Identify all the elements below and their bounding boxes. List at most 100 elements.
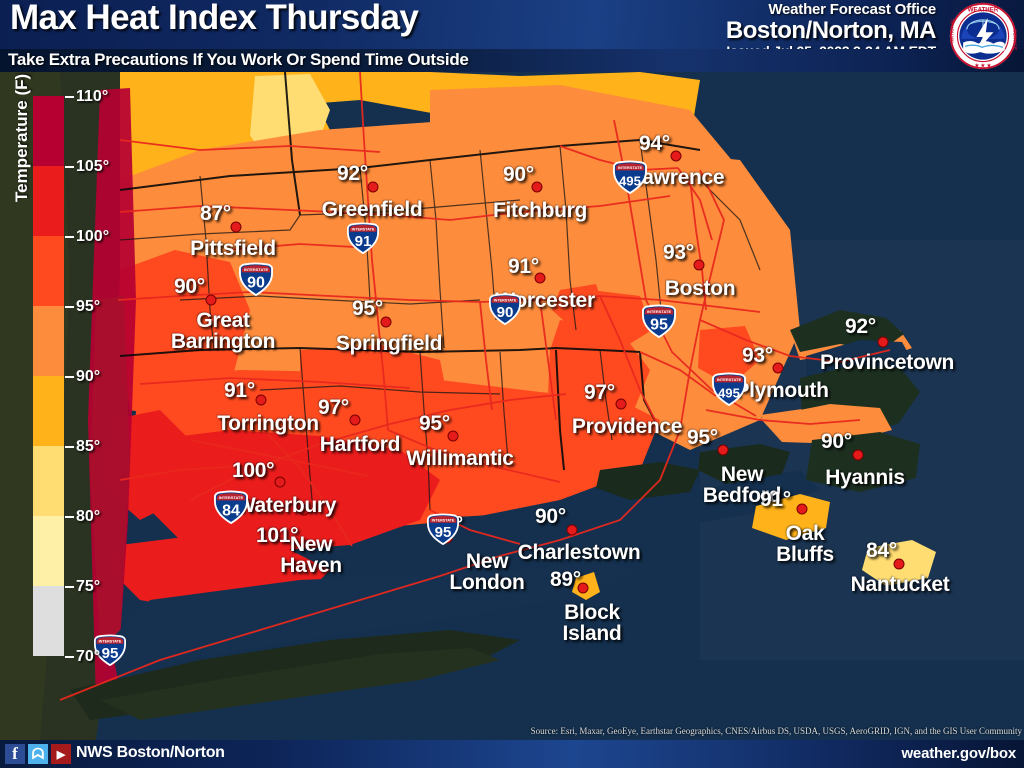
svg-text:95: 95: [435, 524, 452, 541]
station-dot: [693, 259, 705, 271]
legend-tick-label: 110°: [76, 88, 109, 105]
footer-website-url[interactable]: weather.gov/box: [901, 745, 1016, 762]
temperature-value: 91°: [224, 379, 255, 402]
city-label: Springfield: [335, 332, 443, 355]
station-dot: [349, 414, 361, 426]
legend-tick-mark: [65, 236, 74, 238]
temperature-value: 91°: [508, 255, 539, 278]
temperature-value: 89°: [550, 568, 581, 591]
footer-office-name: NWS Boston/Norton: [76, 744, 225, 761]
facebook-icon[interactable]: f: [5, 744, 25, 764]
svg-text:495: 495: [718, 386, 740, 401]
city-label: Great Barrington: [170, 309, 276, 353]
legend-tick-label: 75°: [76, 578, 101, 595]
legend-tick-mark: [65, 446, 74, 448]
station-dot: [796, 503, 808, 515]
city-label: Charlestown: [517, 541, 641, 564]
map-attribution: Source: Esri, Maxar, GeoEye, Earthstar G…: [530, 726, 1022, 736]
legend-tick-label: 90°: [76, 368, 101, 385]
svg-text:WEATHER: WEATHER: [968, 6, 999, 13]
temperature-value: 97°: [584, 381, 615, 404]
city-label: Willimantic: [406, 447, 514, 470]
legend-band-5: [33, 446, 64, 516]
svg-text:SERVICE: SERVICE: [1011, 29, 1017, 50]
legend-band-6: [33, 516, 64, 586]
station-dot: [717, 444, 729, 456]
nws-seal-logo: WEATHER ★ ★ ★ NATIONAL SERVICE: [950, 2, 1017, 69]
city-label: Plymouth: [735, 379, 829, 402]
temperature-value: 90°: [503, 163, 534, 186]
svg-text:INTERSTATE: INTERSTATE: [647, 309, 672, 314]
temperature-value: 95°: [352, 297, 383, 320]
city-label: Hartford: [319, 433, 401, 456]
youtube-icon[interactable]: ▶: [51, 744, 71, 764]
temperature-value: 87°: [200, 202, 231, 225]
svg-text:INTERSTATE: INTERSTATE: [352, 228, 375, 232]
svg-text:INTERSTATE: INTERSTATE: [99, 640, 122, 644]
city-label: Oak Bluffs: [776, 522, 834, 566]
svg-text:INTERSTATE: INTERSTATE: [219, 495, 244, 500]
temperature-value: 92°: [337, 162, 368, 185]
city-label: Provincetown: [819, 351, 955, 374]
legend-band-4: [33, 376, 64, 446]
footer-bar: f ᗣ ▶ NWS Boston/Norton weather.gov/box: [0, 740, 1024, 768]
svg-text:95: 95: [650, 316, 668, 334]
city-label: New London: [449, 550, 525, 594]
station-dot: [670, 150, 682, 162]
station-dot: [877, 336, 889, 348]
temperature-value: 84°: [866, 539, 897, 562]
legend-band-0: [33, 96, 64, 166]
legend-tick-mark: [65, 516, 74, 518]
temperature-value: 90°: [174, 275, 205, 298]
station-dot: [893, 558, 905, 570]
station-dot: [615, 398, 627, 410]
svg-text:INTERSTATE: INTERSTATE: [494, 299, 517, 303]
station-dot: [577, 582, 589, 594]
city-label: Nantucket: [850, 573, 950, 596]
svg-text:495: 495: [619, 174, 641, 189]
legend-tick-mark: [65, 656, 74, 658]
legend-tick-label: 95°: [76, 298, 101, 315]
temperature-value: 95°: [687, 426, 718, 449]
svg-text:90: 90: [497, 304, 514, 321]
svg-text:INTERSTATE: INTERSTATE: [432, 519, 455, 523]
svg-text:NATIONAL: NATIONAL: [950, 18, 956, 42]
svg-text:INTERSTATE: INTERSTATE: [618, 165, 643, 170]
station-dot: [447, 430, 459, 442]
station-dot: [534, 272, 546, 284]
legend-tick-mark: [65, 376, 74, 378]
city-label: Boston: [664, 277, 736, 300]
legend-color-bar: [33, 96, 64, 656]
office-label: Weather Forecast Office: [768, 1, 936, 18]
legend-band-7: [33, 586, 64, 656]
svg-text:INTERSTATE: INTERSTATE: [717, 377, 742, 382]
twitter-icon[interactable]: ᗣ: [28, 744, 48, 764]
station-dot: [274, 476, 286, 488]
station-dot: [367, 181, 379, 193]
temperature-value: 90°: [535, 505, 566, 528]
city-label: New Haven: [280, 533, 342, 577]
legend-tick-label: 70°: [76, 648, 101, 665]
station-dot: [772, 362, 784, 374]
legend-band-2: [33, 236, 64, 306]
station-dot: [298, 504, 310, 516]
svg-text:INTERSTATE: INTERSTATE: [244, 267, 269, 272]
office-name: Boston/Norton, MA: [725, 17, 937, 45]
header-banner: Max Heat Index Thursday Weather Forecast…: [0, 0, 1024, 59]
temperature-value: 93°: [742, 344, 773, 367]
city-label: Waterbury: [235, 494, 337, 517]
temperature-value: 95°: [419, 412, 450, 435]
legend-tick-label: 85°: [76, 438, 101, 455]
legend-band-1: [33, 166, 64, 236]
page-subtitle: Take Extra Precautions If You Work Or Sp…: [8, 50, 469, 69]
city-label: Fitchburg: [492, 199, 588, 222]
legend-tick-mark: [65, 166, 74, 168]
city-label: Hyannis: [825, 466, 905, 489]
page-title: Max Heat Index Thursday: [10, 0, 419, 37]
temperature-value: 91°: [760, 488, 791, 511]
